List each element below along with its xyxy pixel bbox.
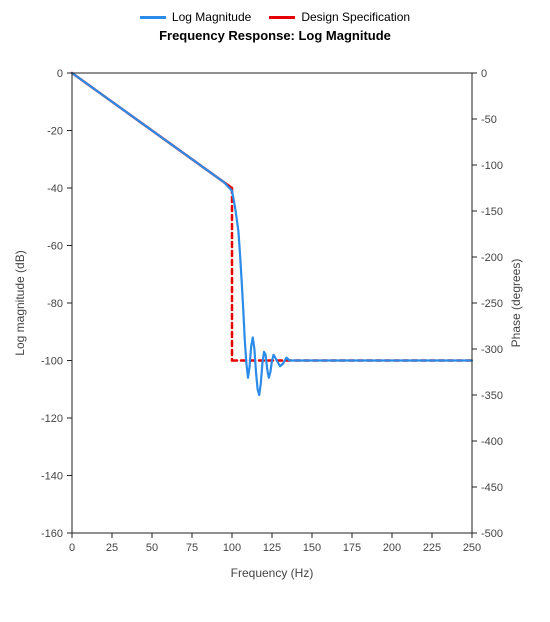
x-axis-label: Frequency (Hz) (231, 566, 314, 580)
x-tick-label: 125 (263, 542, 281, 554)
y-right-tick-label: -450 (481, 482, 503, 494)
x-tick-label: 0 (69, 542, 75, 554)
y-left-tick-label: -100 (41, 356, 63, 368)
y-left-tick-label: -120 (41, 413, 63, 425)
y-left-tick-label: -80 (47, 298, 63, 310)
legend-label-spec: Design Specification (301, 10, 410, 24)
x-tick-label: 250 (463, 542, 481, 554)
y-right-tick-label: -50 (481, 114, 497, 126)
x-tick-label: 175 (343, 542, 361, 554)
y-left-tick-label: -160 (41, 528, 63, 540)
y-right-axis-label: Phase (degrees) (509, 259, 523, 348)
y-right-tick-label: -350 (481, 390, 503, 402)
y-left-tick-label: -60 (47, 241, 63, 253)
legend-swatch-spec (269, 16, 295, 19)
chart-legend: Log Magnitude Design Specification (0, 0, 550, 24)
x-tick-label: 150 (303, 542, 321, 554)
y-right-tick-label: 0 (481, 68, 487, 80)
x-tick-label: 25 (106, 542, 118, 554)
chart-title: Frequency Response: Log Magnitude (0, 28, 550, 43)
y-right-tick-label: -500 (481, 528, 503, 540)
y-left-tick-label: -40 (47, 183, 63, 195)
x-tick-label: 50 (146, 542, 158, 554)
y-left-axis-label: Log magnitude (dB) (13, 250, 27, 355)
legend-item-logmag: Log Magnitude (140, 10, 251, 24)
y-left-tick-label: -20 (47, 126, 63, 138)
y-right-tick-label: -250 (481, 298, 503, 310)
y-right-tick-label: -100 (481, 160, 503, 172)
legend-swatch-logmag (140, 16, 166, 19)
legend-label-logmag: Log Magnitude (172, 10, 251, 24)
y-right-tick-label: -150 (481, 206, 503, 218)
x-tick-label: 225 (423, 542, 441, 554)
y-right-tick-label: -200 (481, 252, 503, 264)
y-right-tick-label: -300 (481, 344, 503, 356)
x-tick-label: 75 (186, 542, 198, 554)
y-left-tick-label: -140 (41, 471, 63, 483)
frequency-response-chart: 0 25 50 75 100 125 150 175 200 225 250 Frequency (H… (0, 43, 550, 603)
y-left-tick-label: 0 (57, 68, 63, 80)
y-right-tick-label: -400 (481, 436, 503, 448)
x-tick-label: 200 (383, 542, 401, 554)
legend-item-spec: Design Specification (269, 10, 410, 24)
x-tick-label: 100 (223, 542, 241, 554)
